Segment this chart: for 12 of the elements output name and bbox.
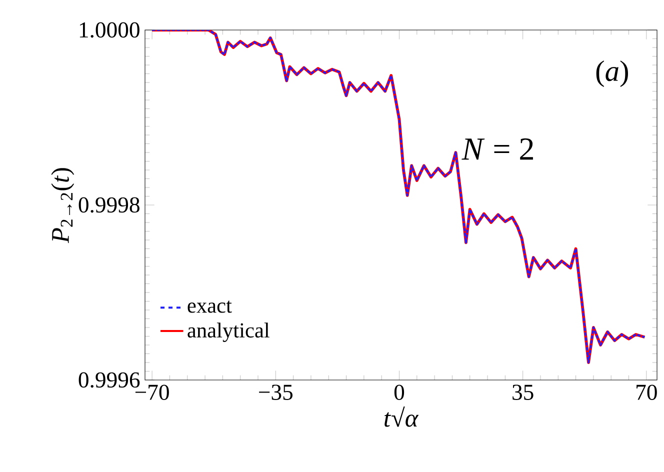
x-axis-title: t√α bbox=[384, 406, 419, 427]
x-tick-label: −35 bbox=[259, 384, 292, 400]
x-tick-label: 70 bbox=[636, 384, 657, 400]
annotation: N = 2 bbox=[462, 138, 533, 160]
annotation: (a) bbox=[596, 60, 628, 88]
x-tick-label: 35 bbox=[512, 384, 534, 400]
y-tick-label: 1.0000 bbox=[80, 22, 140, 38]
y-axis-title: P$_{2→2}$(t) bbox=[51, 168, 74, 244]
legend-label: exact bbox=[188, 300, 232, 313]
y-tick-label: 0.9998 bbox=[78, 197, 140, 213]
legend-label: analytical bbox=[188, 322, 270, 342]
x-tick-label: 0 bbox=[394, 384, 404, 400]
